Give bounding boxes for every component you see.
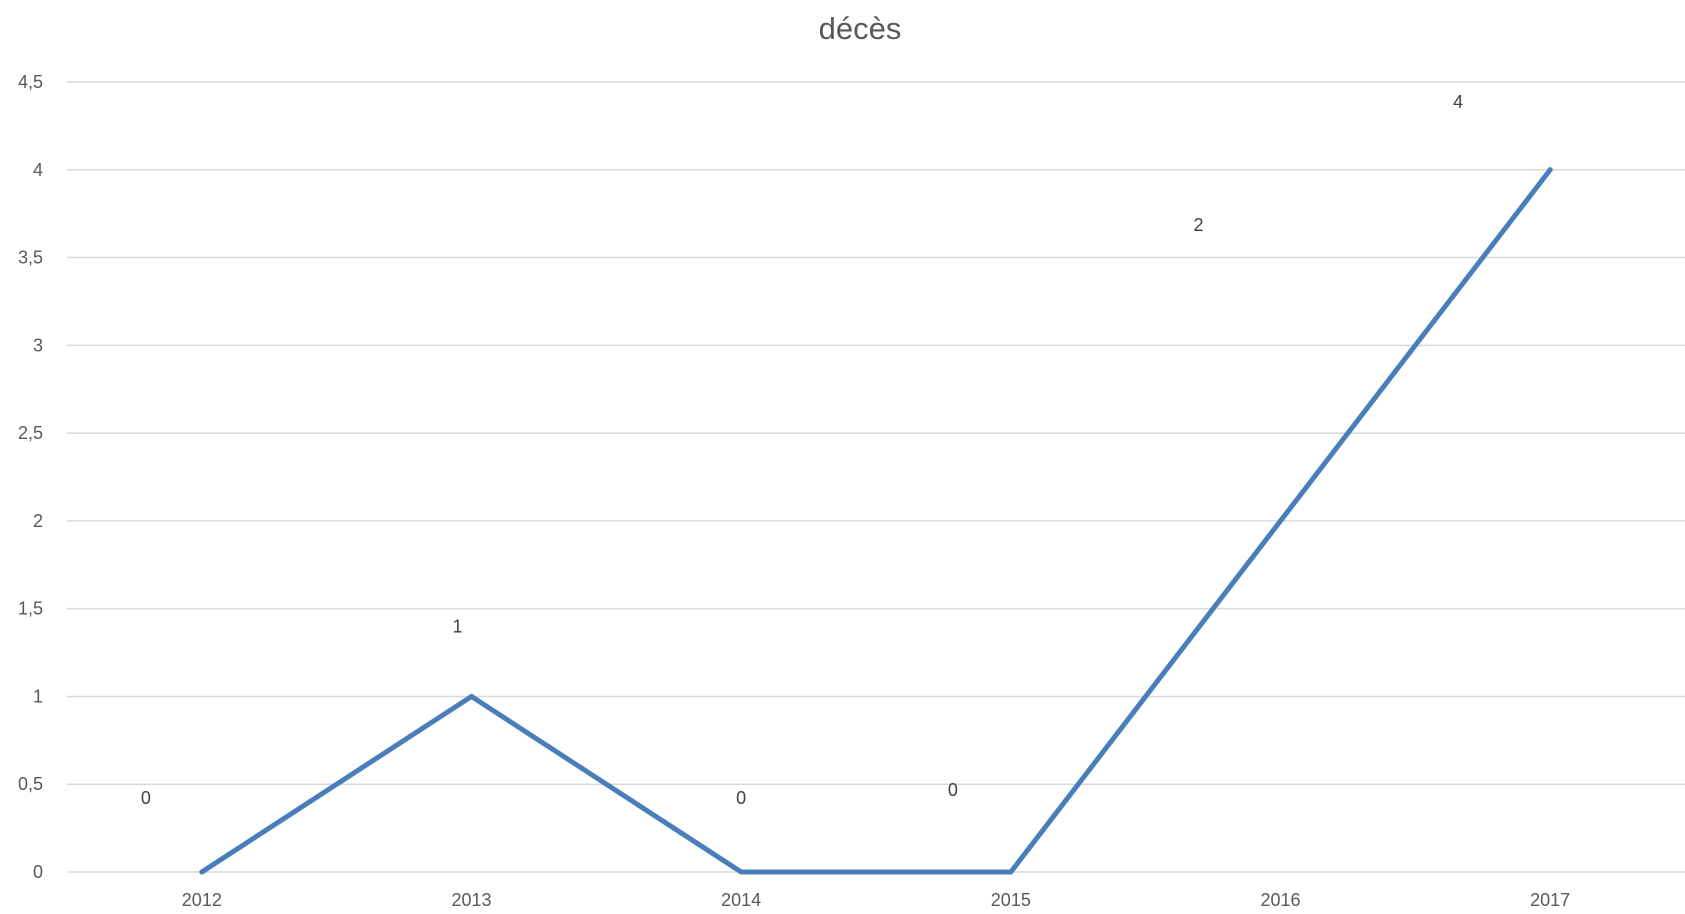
- series-line: [199, 167, 1553, 875]
- y-tick-label: 3: [33, 335, 43, 355]
- y-tick-label: 0,5: [18, 774, 43, 794]
- data-point: [1547, 167, 1553, 173]
- x-tick-label: 2013: [451, 890, 491, 910]
- x-tick-label: 2014: [721, 890, 761, 910]
- x-tick-label: 2015: [991, 890, 1031, 910]
- y-tick-label: 1: [33, 686, 43, 706]
- data-point: [1008, 869, 1014, 875]
- data-label: 0: [736, 788, 746, 808]
- series: [199, 167, 1553, 875]
- y-tick-label: 1,5: [18, 599, 43, 619]
- y-tick-label: 2,5: [18, 423, 43, 443]
- y-tick-label: 3,5: [18, 248, 43, 268]
- data-point: [738, 869, 744, 875]
- y-tick-label: 2: [33, 511, 43, 531]
- y-tick-label: 0: [33, 862, 43, 882]
- data-label: 0: [948, 780, 958, 800]
- x-tick-label: 2017: [1530, 890, 1570, 910]
- y-tick-label: 4: [33, 160, 43, 180]
- data-label: 0: [141, 788, 151, 808]
- data-label: 4: [1453, 92, 1463, 112]
- data-labels: 0 1 0 0 2 4: [141, 92, 1463, 808]
- data-label: 1: [452, 616, 462, 636]
- data-label: 2: [1193, 215, 1203, 235]
- data-point: [199, 869, 205, 875]
- x-tick-label: 2016: [1260, 890, 1300, 910]
- x-tick-label: 2012: [182, 890, 222, 910]
- y-tick-label: 4,5: [18, 72, 43, 92]
- chart-title: décès: [819, 11, 902, 46]
- data-point: [1278, 518, 1283, 524]
- gridlines: [67, 81, 1685, 785]
- data-point: [469, 693, 474, 699]
